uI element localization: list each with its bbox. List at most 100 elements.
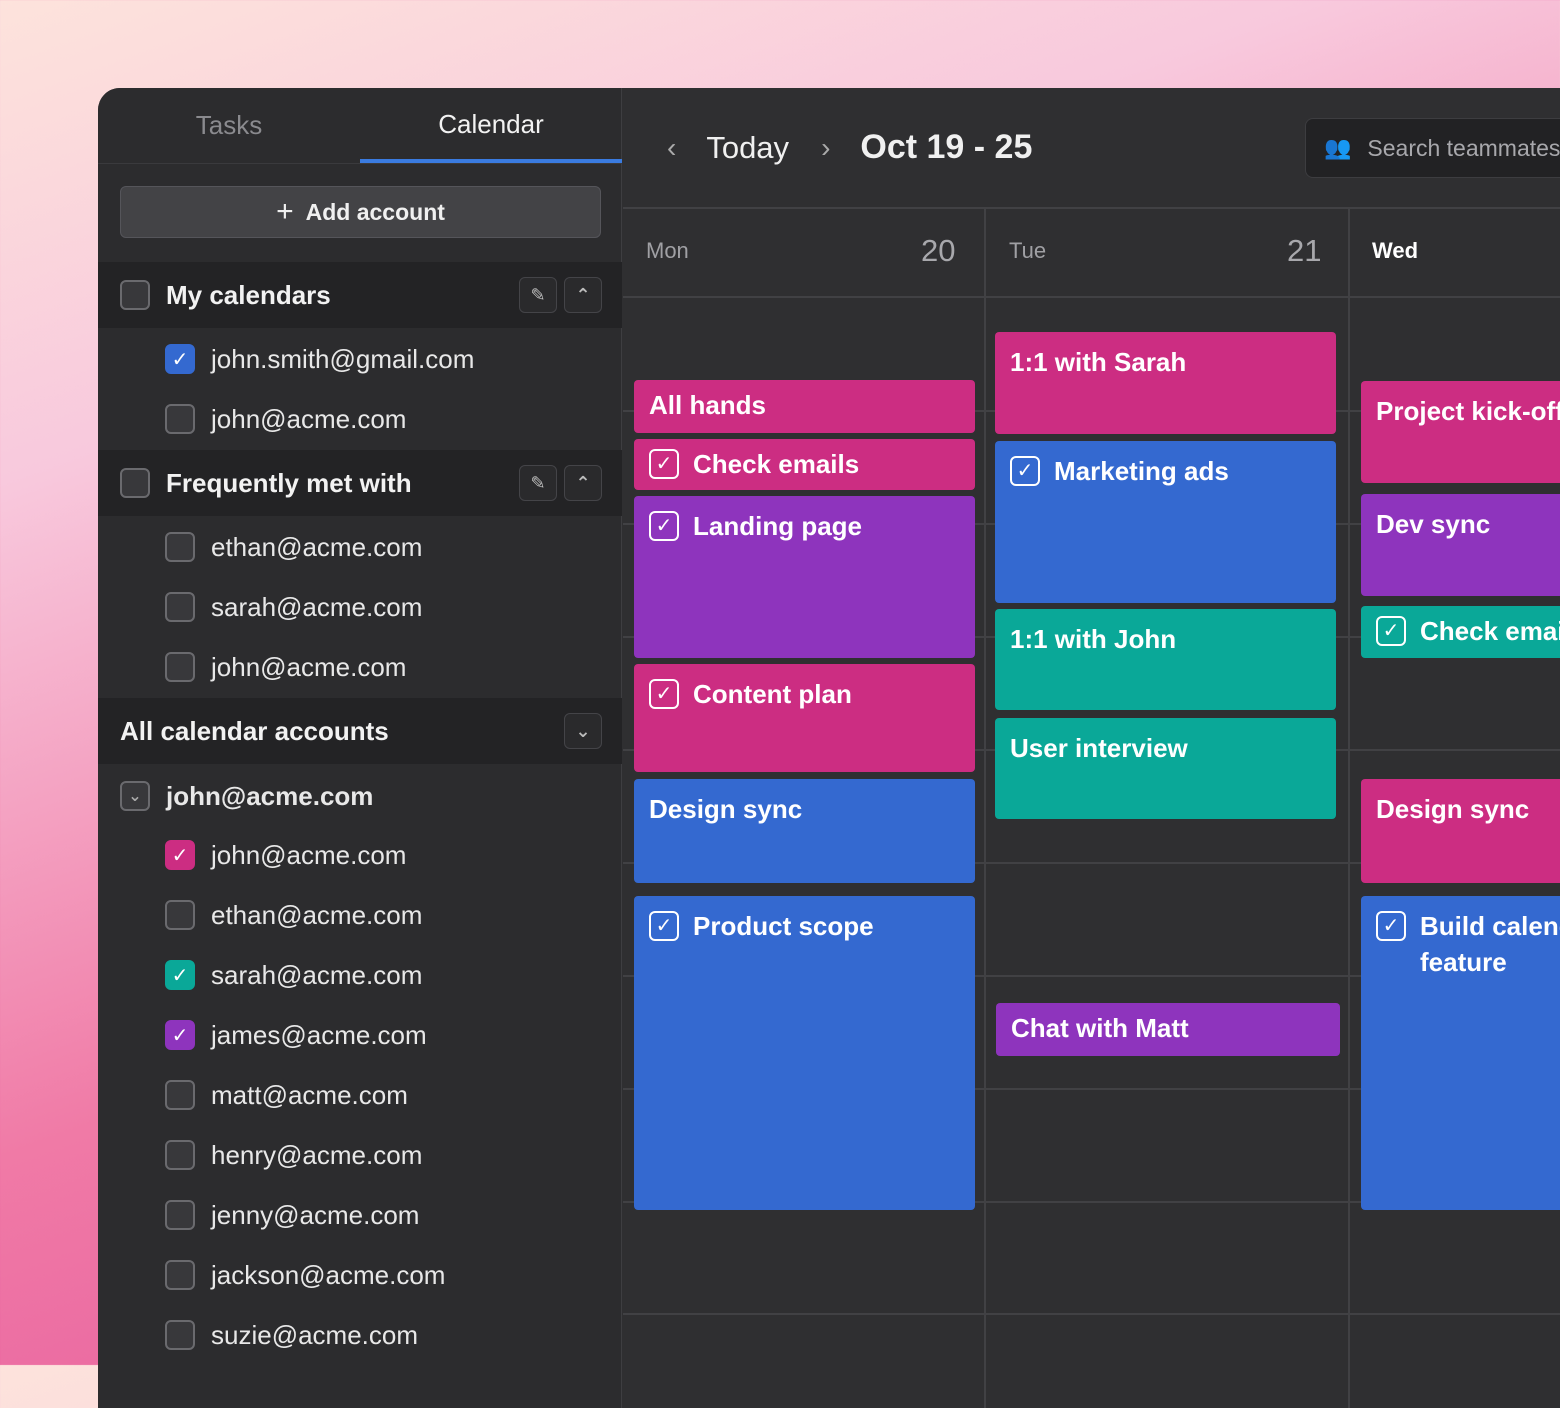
event-user-interview[interactable]: User interview bbox=[995, 718, 1336, 819]
checkbox-icon[interactable]: ✓ bbox=[649, 911, 679, 941]
checkbox[interactable]: ✓ bbox=[165, 344, 195, 374]
event-product-scope[interactable]: ✓ Product scope bbox=[634, 896, 975, 1210]
checkbox[interactable] bbox=[165, 900, 195, 930]
calendar-item[interactable]: ✓ sarah@acme.com bbox=[165, 955, 422, 995]
event-chat-with-matt[interactable]: Chat with Matt bbox=[996, 1003, 1340, 1056]
search-teammates-input[interactable]: 👥 Search teammates bbox=[1305, 118, 1560, 178]
day-number: 21 bbox=[1287, 233, 1322, 268]
date-range: Oct 19 - 25 bbox=[860, 128, 1033, 166]
calendar-item[interactable]: john@acme.com bbox=[165, 399, 406, 439]
divider bbox=[623, 207, 1560, 209]
event-build-calendar-feature[interactable]: ✓ Build calendar feature bbox=[1361, 896, 1560, 1210]
calendar-email: john@acme.com bbox=[211, 651, 407, 682]
group-all-accounts: All calendar accounts ⌄ bbox=[98, 698, 622, 764]
event-design-sync[interactable]: Design sync bbox=[634, 779, 975, 883]
calendar-item[interactable]: henry@acme.com bbox=[165, 1135, 422, 1175]
calendar-item[interactable]: ethan@acme.com bbox=[165, 895, 422, 935]
calendar-item[interactable]: sarah@acme.com bbox=[165, 587, 422, 627]
checkbox[interactable] bbox=[165, 1200, 195, 1230]
group-label: My calendars bbox=[166, 279, 331, 310]
checkbox[interactable] bbox=[165, 1080, 195, 1110]
calendar-email: sarah@acme.com bbox=[211, 591, 423, 622]
event-title: Project kick-off bbox=[1376, 396, 1560, 426]
calendar-email: suzie@acme.com bbox=[211, 1319, 419, 1350]
calendar-email: jenny@acme.com bbox=[211, 1199, 420, 1230]
checkbox-icon[interactable]: ✓ bbox=[1376, 616, 1406, 646]
day-name: Mon bbox=[646, 238, 689, 263]
tab-calendar[interactable]: Calendar bbox=[360, 88, 622, 163]
group-my-calendars: My calendars ✎ ⌃ bbox=[98, 262, 622, 328]
event-title: User interview bbox=[1010, 733, 1188, 763]
pencil-icon[interactable]: ✎ bbox=[519, 277, 557, 313]
checkbox[interactable] bbox=[165, 592, 195, 622]
calendar-item[interactable]: john@acme.com bbox=[165, 647, 406, 687]
chevron-down-icon[interactable]: ⌄ bbox=[564, 713, 602, 749]
group-checkbox[interactable] bbox=[120, 468, 150, 498]
event-1-1-with-sarah[interactable]: 1:1 with Sarah bbox=[995, 332, 1336, 434]
checkbox[interactable] bbox=[165, 1140, 195, 1170]
chevron-up-icon[interactable]: ⌃ bbox=[564, 277, 602, 313]
calendar-email: john@acme.com bbox=[211, 839, 407, 870]
calendar-email: sarah@acme.com bbox=[211, 959, 423, 990]
event-title: Dev sync bbox=[1376, 509, 1491, 539]
event-check-emails[interactable]: ✓ Check emails bbox=[634, 439, 975, 490]
chevron-left-icon[interactable]: ‹ bbox=[667, 131, 677, 163]
day-name: Tue bbox=[1009, 238, 1047, 263]
event-project-kick-off[interactable]: Project kick-off bbox=[1361, 381, 1560, 483]
divider bbox=[1348, 208, 1350, 1408]
account-label: john@acme.com bbox=[166, 780, 374, 811]
today-button[interactable]: Today bbox=[706, 129, 790, 165]
tab-tasks[interactable]: Tasks bbox=[195, 110, 263, 140]
chevron-right-icon[interactable]: › bbox=[821, 131, 831, 163]
checkbox[interactable]: ✓ bbox=[165, 1020, 195, 1050]
checkbox-icon[interactable]: ✓ bbox=[1010, 456, 1040, 486]
event-landing-page[interactable]: ✓ Landing page bbox=[634, 496, 975, 658]
event-1-1-with-john[interactable]: 1:1 with John bbox=[995, 609, 1336, 710]
chevron-down-icon[interactable]: ⌄ bbox=[120, 781, 150, 811]
calendar-item[interactable]: jackson@acme.com bbox=[165, 1255, 445, 1295]
event-title: Chat with Matt bbox=[1011, 1013, 1189, 1043]
checkbox[interactable] bbox=[165, 532, 195, 562]
divider bbox=[623, 296, 1560, 298]
hour-line bbox=[623, 862, 1560, 864]
calendar-email: james@acme.com bbox=[211, 1019, 427, 1050]
search-placeholder: Search teammates bbox=[1367, 134, 1560, 161]
checkbox-icon[interactable]: ✓ bbox=[649, 449, 679, 479]
event-title: Build calendar feature bbox=[1420, 911, 1560, 977]
hour-line bbox=[623, 1088, 1560, 1090]
checkbox[interactable] bbox=[165, 652, 195, 682]
event-check-emails[interactable]: ✓ Check emails bbox=[1361, 606, 1560, 658]
calendar-item[interactable]: ethan@acme.com bbox=[165, 527, 422, 567]
event-title: Content plan bbox=[693, 679, 852, 709]
event-all-hands[interactable]: All hands bbox=[634, 380, 975, 433]
checkbox[interactable]: ✓ bbox=[165, 840, 195, 870]
calendar-item[interactable]: jenny@acme.com bbox=[165, 1195, 419, 1235]
calendar-item[interactable]: ✓ john.smith@gmail.com bbox=[165, 339, 474, 379]
calendar-item[interactable]: matt@acme.com bbox=[165, 1075, 408, 1115]
event-content-plan[interactable]: ✓ Content plan bbox=[634, 664, 975, 772]
event-marketing-ads[interactable]: ✓ Marketing ads bbox=[995, 441, 1336, 603]
group-label: All calendar accounts bbox=[120, 715, 389, 746]
group-checkbox[interactable] bbox=[120, 280, 150, 310]
add-account-button[interactable]: + Add account bbox=[120, 186, 601, 238]
checkbox-icon[interactable]: ✓ bbox=[649, 679, 679, 709]
account-row[interactable]: ⌄ john@acme.com bbox=[120, 776, 373, 816]
checkbox[interactable] bbox=[165, 1320, 195, 1350]
pencil-icon[interactable]: ✎ bbox=[519, 465, 557, 501]
event-title: Landing page bbox=[693, 511, 862, 541]
checkbox[interactable] bbox=[165, 1260, 195, 1290]
event-dev-sync[interactable]: Dev sync bbox=[1361, 494, 1560, 596]
hour-line bbox=[623, 1313, 1560, 1315]
chevron-up-icon[interactable]: ⌃ bbox=[564, 465, 602, 501]
checkbox[interactable] bbox=[165, 404, 195, 434]
checkbox[interactable]: ✓ bbox=[165, 960, 195, 990]
checkbox-icon[interactable]: ✓ bbox=[649, 511, 679, 541]
checkbox-icon[interactable]: ✓ bbox=[1376, 911, 1406, 941]
calendar-email: john.smith@gmail.com bbox=[211, 343, 475, 374]
people-icon: 👥 bbox=[1324, 135, 1352, 160]
calendar-item[interactable]: ✓ james@acme.com bbox=[165, 1015, 427, 1055]
calendar-item[interactable]: ✓ john@acme.com bbox=[165, 835, 406, 875]
event-design-sync[interactable]: Design sync bbox=[1361, 779, 1560, 883]
hour-line bbox=[623, 975, 1560, 977]
calendar-item[interactable]: suzie@acme.com bbox=[165, 1315, 418, 1355]
